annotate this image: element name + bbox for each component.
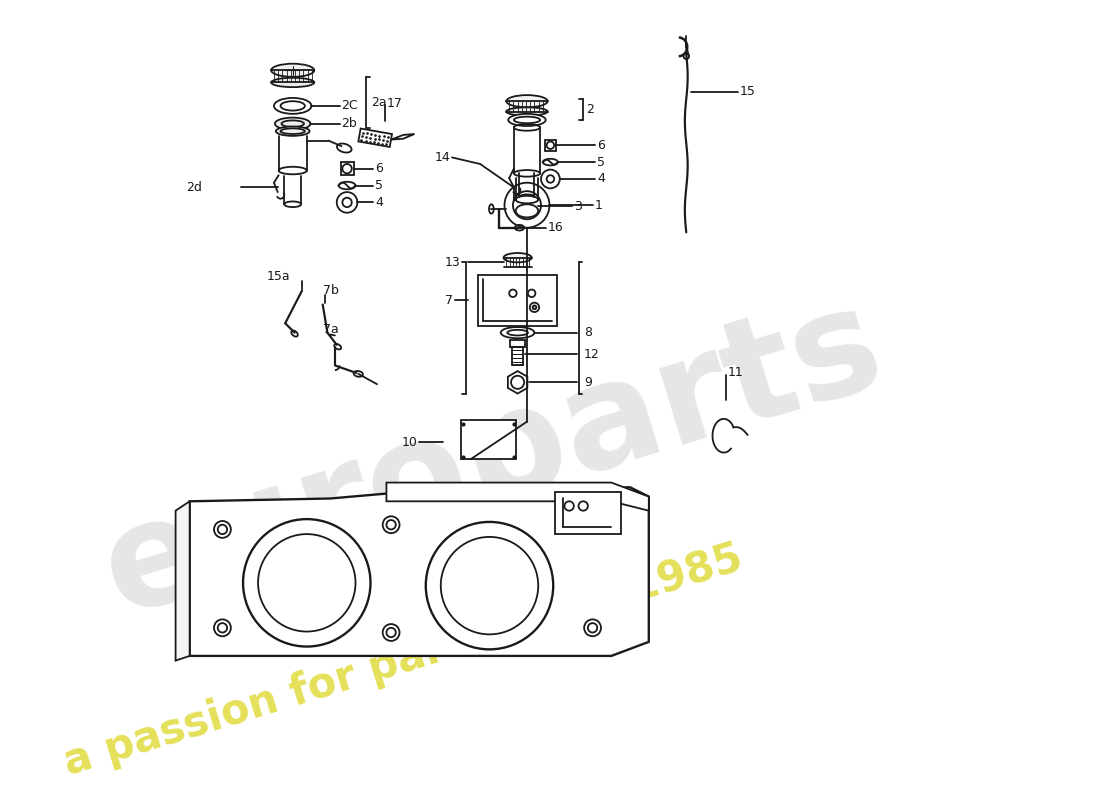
Circle shape	[386, 628, 396, 637]
Text: 3: 3	[574, 200, 582, 213]
Polygon shape	[386, 482, 649, 510]
Bar	[544, 140, 556, 151]
Text: 2C: 2C	[341, 99, 359, 112]
Circle shape	[584, 619, 601, 636]
Ellipse shape	[276, 126, 309, 136]
Text: 6: 6	[597, 138, 605, 152]
Text: 2a: 2a	[372, 96, 387, 109]
Circle shape	[258, 534, 355, 631]
Circle shape	[579, 502, 587, 510]
Text: 2: 2	[586, 103, 594, 116]
Ellipse shape	[504, 253, 531, 262]
Circle shape	[587, 515, 597, 525]
Bar	[461, 420, 516, 459]
Circle shape	[532, 306, 537, 310]
Circle shape	[383, 516, 399, 533]
Text: 2d: 2d	[186, 181, 202, 194]
Text: 14: 14	[434, 151, 450, 164]
Circle shape	[564, 502, 574, 510]
Circle shape	[530, 302, 539, 312]
Text: a passion for parts since 1985: a passion for parts since 1985	[58, 537, 747, 784]
Text: 16: 16	[548, 221, 563, 234]
Circle shape	[584, 512, 601, 529]
Polygon shape	[189, 487, 649, 656]
Text: 13: 13	[444, 256, 461, 269]
Text: 5: 5	[375, 179, 383, 192]
Circle shape	[441, 537, 538, 634]
Circle shape	[509, 290, 517, 297]
Ellipse shape	[516, 196, 538, 203]
Ellipse shape	[506, 95, 548, 107]
Polygon shape	[392, 134, 415, 140]
Ellipse shape	[500, 327, 535, 338]
Circle shape	[426, 522, 553, 650]
Circle shape	[243, 519, 371, 646]
Circle shape	[528, 290, 536, 297]
Ellipse shape	[275, 118, 310, 130]
Text: 1: 1	[594, 198, 603, 212]
Text: 9: 9	[584, 376, 592, 389]
Text: 17: 17	[386, 97, 403, 110]
Text: 15a: 15a	[267, 270, 290, 283]
Ellipse shape	[272, 78, 315, 87]
Text: 12: 12	[584, 348, 600, 361]
Ellipse shape	[274, 98, 311, 114]
Circle shape	[214, 619, 231, 636]
Text: 4: 4	[375, 196, 383, 209]
Ellipse shape	[508, 114, 546, 126]
Text: europarts: europarts	[87, 274, 899, 645]
Circle shape	[683, 54, 689, 59]
Text: 15: 15	[739, 86, 756, 98]
Ellipse shape	[280, 101, 305, 110]
Text: 7: 7	[444, 294, 453, 307]
Circle shape	[214, 521, 231, 538]
Text: 8: 8	[584, 326, 592, 339]
Bar	[478, 274, 557, 326]
Ellipse shape	[516, 204, 538, 218]
Ellipse shape	[272, 64, 315, 77]
Bar	[512, 346, 524, 366]
Polygon shape	[508, 371, 527, 394]
Bar	[510, 340, 525, 346]
Text: 10: 10	[402, 436, 417, 449]
Polygon shape	[176, 502, 189, 661]
Ellipse shape	[506, 107, 548, 116]
Circle shape	[218, 525, 227, 534]
Circle shape	[587, 623, 597, 633]
Bar	[556, 492, 620, 534]
Text: 2b: 2b	[341, 117, 358, 130]
Circle shape	[386, 520, 396, 530]
Text: 7b: 7b	[322, 284, 339, 297]
Bar	[341, 162, 353, 175]
Text: 6: 6	[375, 162, 383, 175]
Circle shape	[383, 624, 399, 641]
Text: 4: 4	[597, 173, 605, 186]
Bar	[359, 129, 392, 147]
Circle shape	[218, 623, 227, 633]
Text: 7a: 7a	[322, 323, 339, 336]
Text: 11: 11	[727, 366, 744, 378]
Text: 5: 5	[597, 156, 605, 169]
